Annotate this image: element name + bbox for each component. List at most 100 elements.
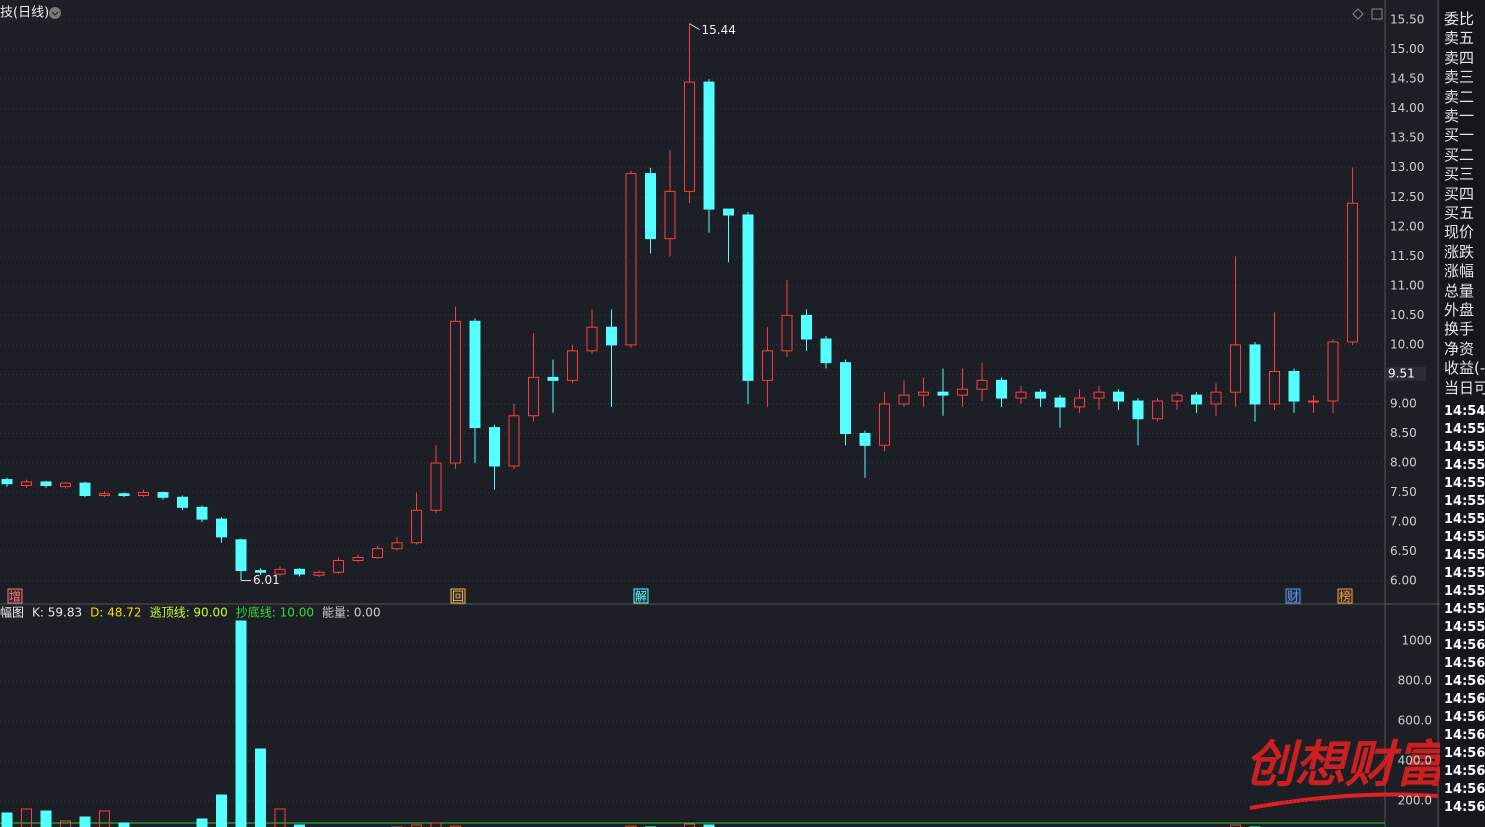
time-label: 14:56	[1444, 746, 1485, 761]
watermark-stroke	[1249, 792, 1439, 810]
time-label: 14:55	[1444, 458, 1485, 473]
time-label: 14:56	[1444, 728, 1485, 743]
y-tick-label: 14.50	[1390, 72, 1424, 86]
candle-body	[118, 493, 130, 497]
bar	[79, 816, 91, 827]
volume-bars	[1, 620, 1261, 827]
bar	[40, 810, 52, 827]
background	[0, 0, 1440, 827]
y-tick-label: 13.50	[1390, 131, 1424, 145]
candle-body	[508, 415, 520, 467]
bar	[21, 808, 32, 827]
y-tick-label: 800.0	[1398, 674, 1432, 688]
candle-body	[1327, 341, 1339, 402]
event-marker-box	[1337, 588, 1353, 604]
field-label: 卖二	[1444, 87, 1475, 106]
candle-body	[21, 481, 32, 486]
candle-body	[333, 559, 344, 573]
candle-body	[40, 481, 52, 486]
bar	[274, 808, 286, 827]
bar	[196, 818, 208, 827]
field-label: 总量	[1444, 281, 1475, 300]
candle-body	[294, 568, 305, 575]
candle-body	[1035, 391, 1046, 399]
y-tick-label: 7.50	[1390, 485, 1417, 499]
y-tick-label: 15.00	[1390, 42, 1424, 56]
time-label: 14:55	[1444, 512, 1485, 527]
high-label: 15.44	[702, 23, 736, 37]
time-label: 14:55	[1444, 422, 1485, 437]
candle-body	[255, 570, 266, 573]
candle-body	[372, 548, 383, 559]
event-marker-box	[1285, 588, 1301, 604]
field-label: 收益(-	[1444, 359, 1485, 378]
indicator-item: 逃顶线: 90.00	[150, 606, 228, 620]
chart-title: 技(日线)	[0, 6, 49, 21]
candle-body	[684, 81, 695, 192]
field-label: 外盘	[1444, 301, 1475, 319]
candle-body	[430, 462, 442, 511]
dropdown-icon[interactable]	[49, 7, 61, 19]
y-tick-label: 10.00	[1390, 337, 1424, 351]
tool-icon[interactable]	[1371, 8, 1383, 20]
candle-body	[352, 557, 364, 561]
candle-body	[1132, 400, 1144, 420]
y-tick-label: 15.50	[1390, 13, 1424, 27]
time-label: 14:55	[1444, 584, 1485, 599]
time-label: 14:55	[1444, 548, 1485, 563]
candle-body	[567, 350, 578, 381]
candle-body	[703, 81, 715, 210]
candle-body	[274, 568, 286, 575]
candle-body	[196, 506, 208, 520]
time-label: 14:55	[1444, 602, 1485, 617]
time-label: 14:55	[1444, 494, 1485, 509]
tool-icon[interactable]	[1352, 8, 1364, 20]
candle-body	[235, 539, 247, 572]
candle-body	[645, 173, 656, 240]
field-label: 净资	[1444, 339, 1475, 358]
candle-body	[547, 376, 559, 381]
field-label: 买五	[1444, 204, 1475, 222]
candle-body	[1171, 394, 1183, 402]
y-tick-label: 8.00	[1390, 456, 1417, 470]
candle-body	[1093, 391, 1105, 399]
y-tick-label: 400.0	[1398, 754, 1432, 768]
candle-body	[664, 190, 676, 240]
y-tick-label: 12.00	[1390, 219, 1424, 233]
candle-body	[879, 403, 890, 446]
candle-body	[313, 571, 325, 576]
field-label: 卖一	[1444, 107, 1475, 125]
event-marker-box	[7, 588, 23, 604]
field-label: 涨跌	[1444, 242, 1475, 261]
time-label: 14:54	[1444, 404, 1485, 419]
candle-body	[1288, 370, 1300, 402]
y-tick-label: 12.50	[1390, 190, 1424, 204]
bar	[235, 620, 247, 827]
field-label: 买四	[1444, 184, 1475, 203]
bar	[294, 824, 305, 827]
bar	[450, 825, 461, 827]
bar	[430, 822, 442, 827]
y-tick-label: 7.00	[1390, 515, 1417, 529]
annotation-arrow	[689, 23, 700, 31]
candle-body	[898, 394, 910, 405]
candle-body	[762, 350, 773, 381]
indicator-item: 能量: 0.00	[322, 606, 381, 620]
y-tick-label: 14.00	[1390, 101, 1424, 115]
candle-body	[489, 427, 500, 467]
candle-body	[723, 208, 734, 216]
time-label: 14:56	[1444, 764, 1485, 779]
time-label: 14:56	[1444, 710, 1485, 725]
candle-body	[1074, 397, 1085, 408]
y-tick-label: 200.0	[1398, 794, 1432, 808]
time-label: 14:56	[1444, 800, 1485, 815]
field-label: 涨幅	[1444, 262, 1475, 281]
candle-body	[138, 492, 149, 497]
event-marker: 榜	[1339, 589, 1351, 604]
candle-body	[157, 492, 169, 498]
chart: 技(日线) 创想财富 6.00 6.50 7.00 7.50 8.00 8.50 9.00 9…	[0, 0, 1440, 827]
candle-body	[1269, 370, 1280, 405]
field-label: 卖三	[1444, 68, 1475, 87]
field-label: 卖五	[1444, 29, 1475, 48]
